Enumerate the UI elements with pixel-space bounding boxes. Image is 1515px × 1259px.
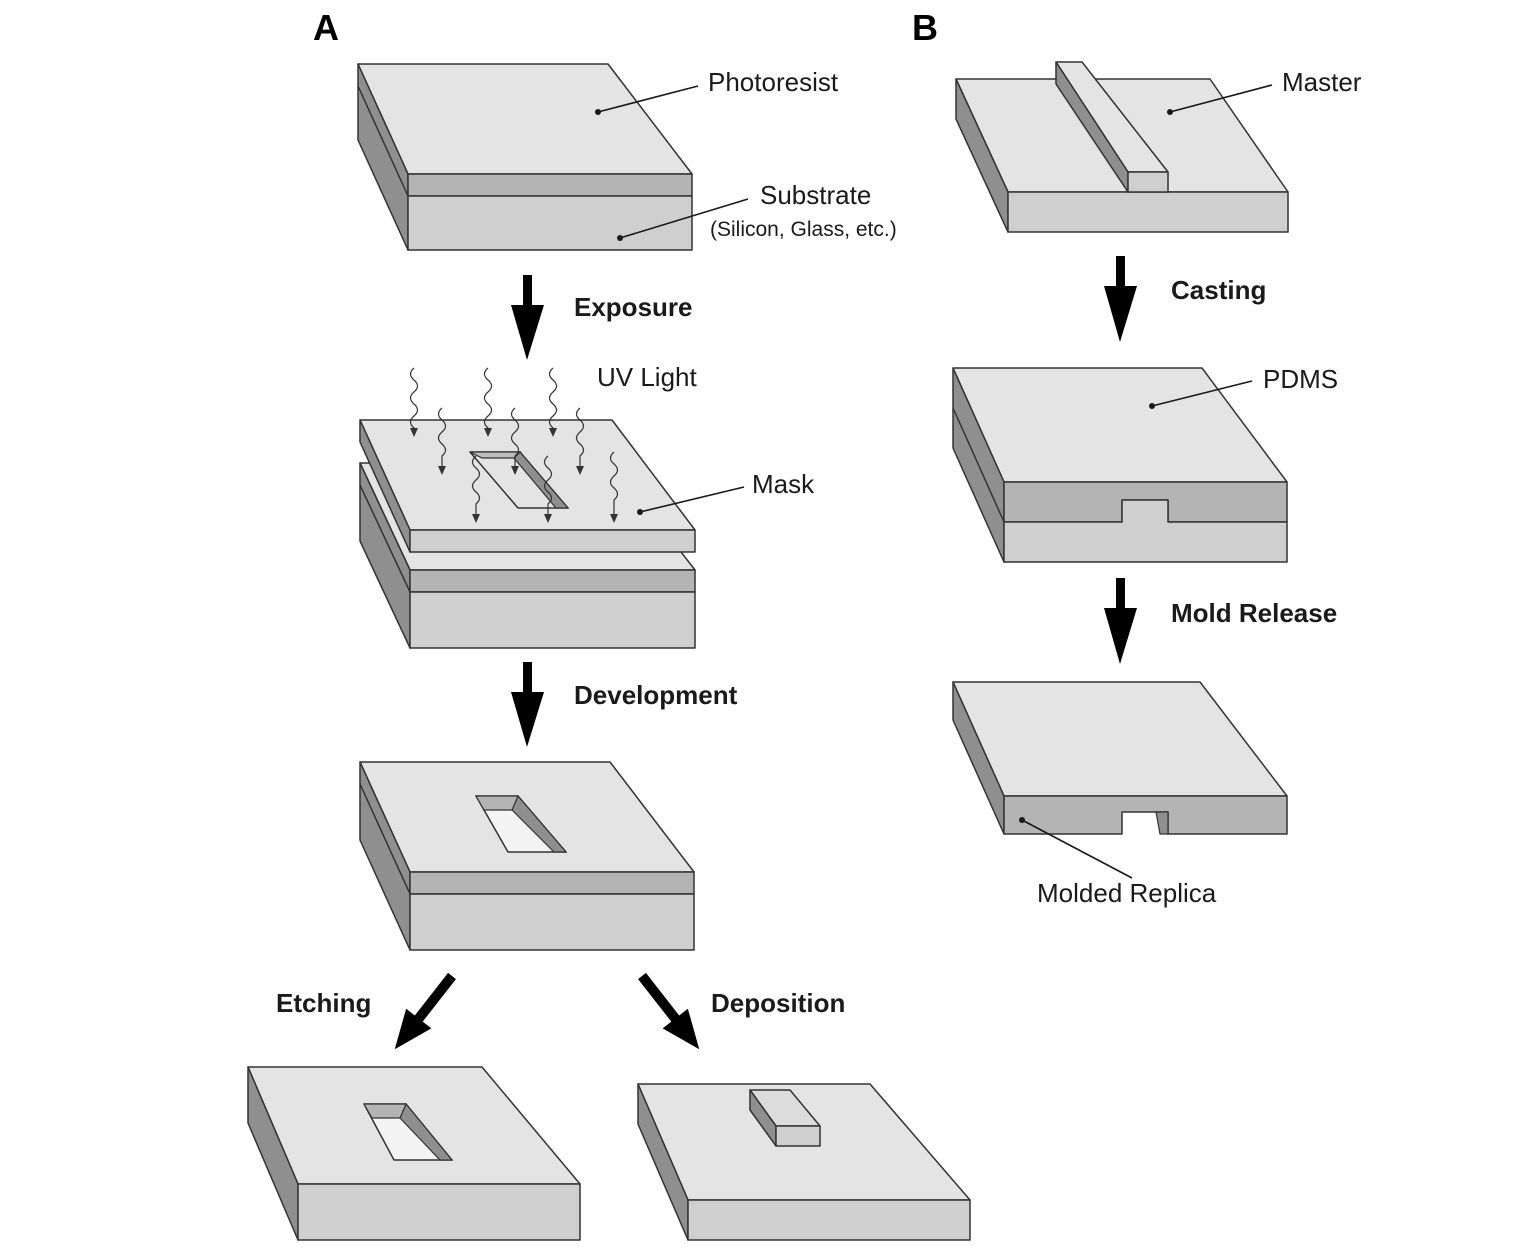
- developed-block: [359, 761, 695, 951]
- mask-plate: [359, 419, 696, 553]
- deposited-block: [637, 1083, 971, 1241]
- etched-block: [247, 1066, 581, 1241]
- substrate-note: (Silicon, Glass, etc.): [710, 218, 897, 241]
- mold-release-step-label: Mold Release: [1171, 598, 1337, 628]
- molded-replica-block: [952, 681, 1288, 835]
- development-step-label: Development: [574, 680, 738, 710]
- panel-a-label: A: [313, 7, 339, 48]
- exposure-arrow: [511, 275, 544, 360]
- photoresist-label: Photoresist: [708, 67, 839, 97]
- master-block: [955, 61, 1289, 233]
- substrate-callout: Substrate (Silicon, Glass, etc.): [617, 180, 897, 241]
- substrate-label: Substrate: [760, 180, 871, 210]
- mask-label: Mask: [752, 469, 815, 499]
- master-ridge: [1055, 61, 1169, 193]
- pdms-callout: PDMS: [1149, 364, 1338, 409]
- casting-step-label: Casting: [1171, 275, 1266, 305]
- photoresist-substrate-block: [357, 63, 693, 251]
- casting-arrow: [1104, 256, 1137, 342]
- photoresist-callout: Photoresist: [595, 67, 839, 115]
- deposition-arrow: [638, 972, 700, 1050]
- etching-arrow: [394, 972, 456, 1050]
- molded-replica-label: Molded Replica: [1037, 878, 1217, 908]
- development-arrow: [511, 662, 544, 747]
- uv-light-label: UV Light: [597, 362, 697, 392]
- mold-release-arrow: [1104, 578, 1137, 664]
- deposited-feature: [749, 1089, 821, 1147]
- mask-callout: Mask: [637, 469, 815, 515]
- panel-b-label: B: [912, 7, 938, 48]
- molded-replica-callout: Molded Replica: [1019, 817, 1217, 908]
- exposure-step-label: Exposure: [574, 292, 693, 322]
- pdms-cast-block: [952, 367, 1288, 563]
- master-callout: Master: [1167, 67, 1362, 115]
- pdms-label: PDMS: [1263, 364, 1338, 394]
- uv-light-rays: [409, 367, 619, 523]
- master-label: Master: [1282, 67, 1362, 97]
- deposition-step-label: Deposition: [711, 988, 845, 1018]
- etching-step-label: Etching: [276, 988, 371, 1018]
